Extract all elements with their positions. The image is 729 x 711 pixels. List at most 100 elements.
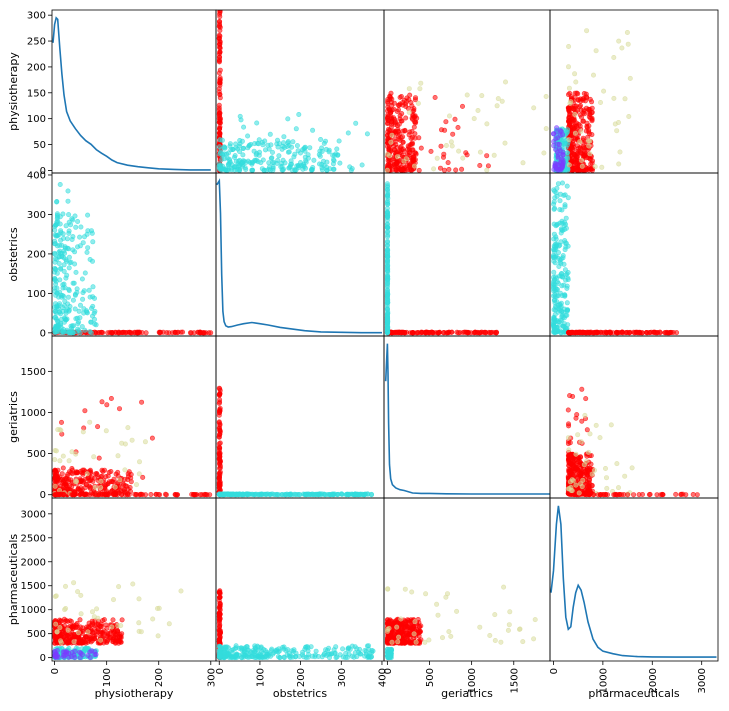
scatter-point (551, 206, 557, 212)
scatter-point (384, 230, 390, 236)
scatter-point (403, 115, 409, 121)
scatter-point (664, 330, 670, 336)
scatter-point (568, 99, 574, 105)
scatter-point (566, 486, 572, 492)
scatter-point (66, 219, 72, 225)
scatter-point (77, 476, 83, 482)
scatter-point (434, 601, 440, 607)
scatter-point (394, 154, 400, 160)
scatter-point (52, 285, 58, 291)
scatter-point (617, 149, 623, 155)
scatter-point (52, 241, 58, 247)
scatter-point (98, 631, 104, 637)
scatter-point (335, 152, 341, 158)
scatter-point (296, 653, 302, 659)
scatter-point (73, 479, 79, 485)
scatter-point (85, 245, 91, 251)
scatter-point (252, 655, 258, 661)
x-tick-label-physiotherapy: 300 (206, 668, 217, 687)
scatter-point (268, 491, 274, 497)
scatter-point (413, 151, 419, 157)
y-tick-label-obstetrics: 0 (40, 328, 46, 339)
scatter-point (572, 136, 578, 142)
panel-physiotherapy-vs-geriatrics (383, 9, 551, 174)
scatter-point (443, 143, 449, 149)
scatter-point (384, 273, 390, 279)
panel-pharmaceuticals-vs-obstetrics (215, 497, 385, 662)
scatter-point (415, 100, 421, 106)
scatter-point (556, 263, 562, 269)
scatter-point (87, 419, 93, 425)
scatter-point (629, 465, 635, 471)
scatter-point (395, 639, 401, 645)
scatter-point (411, 631, 417, 637)
scatter-point (359, 162, 365, 168)
scatter-point (394, 123, 400, 129)
y-axis-label-obstetrics: obstetrics (7, 227, 20, 281)
scatter-point (626, 114, 632, 120)
scatter-point (286, 149, 292, 155)
scatter-point (293, 492, 299, 498)
y-tick-label-physiotherapy: 250 (27, 37, 46, 48)
scatter-point (321, 140, 327, 146)
scatter-point (594, 329, 600, 335)
scatter-point (560, 314, 566, 320)
scatter-point (554, 149, 560, 155)
scatter-point (100, 330, 106, 336)
scatter-point (495, 96, 501, 102)
scatter-point (60, 465, 66, 471)
scatter-point (217, 654, 223, 660)
scatter-point (216, 589, 222, 595)
scatter-point (353, 120, 359, 126)
scatter-point (229, 655, 235, 661)
scatter-point (553, 236, 559, 242)
scatter-point (61, 268, 67, 274)
scatter-point (627, 75, 633, 81)
panel-pharmaceuticals-vs-physiotherapy (51, 497, 217, 662)
scatter-point (129, 437, 135, 443)
scatter-point (126, 469, 132, 475)
scatter-point (58, 329, 64, 335)
y-axis-label-physiotherapy: physiotherapy (7, 52, 20, 131)
scatter-point (311, 157, 317, 163)
scatter-point (454, 608, 460, 614)
scatter-point (62, 583, 68, 589)
scatter-point (87, 655, 93, 661)
scatter-point (125, 425, 131, 431)
scatter-point (507, 609, 513, 615)
y-tick-label-pharmaceuticals: 2000 (21, 557, 46, 568)
scatter-point (581, 91, 587, 97)
scatter-point (384, 252, 390, 258)
scatter-point (386, 162, 392, 168)
scatter-point (520, 639, 526, 645)
scatter-point (418, 80, 424, 86)
scatter-point (572, 130, 578, 136)
scatter-point (570, 118, 576, 124)
scatter-point (391, 164, 397, 170)
scatter-point (90, 478, 96, 484)
scatter-point (345, 492, 351, 498)
scatter-point (73, 224, 79, 230)
scatter-point (352, 644, 358, 650)
x-tick-label-physiotherapy: 100 (102, 668, 113, 687)
scatter-point (172, 329, 178, 335)
scatter-point (101, 617, 107, 623)
scatter-point (277, 655, 283, 661)
scatter-point (66, 288, 72, 294)
scatter-point (91, 454, 97, 460)
scatter-point (615, 485, 621, 491)
scatter-point (296, 112, 302, 118)
scatter-point (203, 330, 209, 336)
scatter-point (559, 220, 565, 226)
scatter-point (75, 321, 81, 327)
scatter-point (98, 485, 104, 491)
scatter-point (555, 181, 561, 187)
scatter-point (98, 637, 104, 643)
scatter-point (90, 609, 96, 615)
scatter-point (52, 653, 58, 659)
scatter-point (266, 164, 272, 170)
scatter-point (217, 110, 223, 116)
scatter-point (566, 114, 572, 120)
scatter-point (163, 491, 169, 497)
scatter-point (62, 649, 68, 655)
